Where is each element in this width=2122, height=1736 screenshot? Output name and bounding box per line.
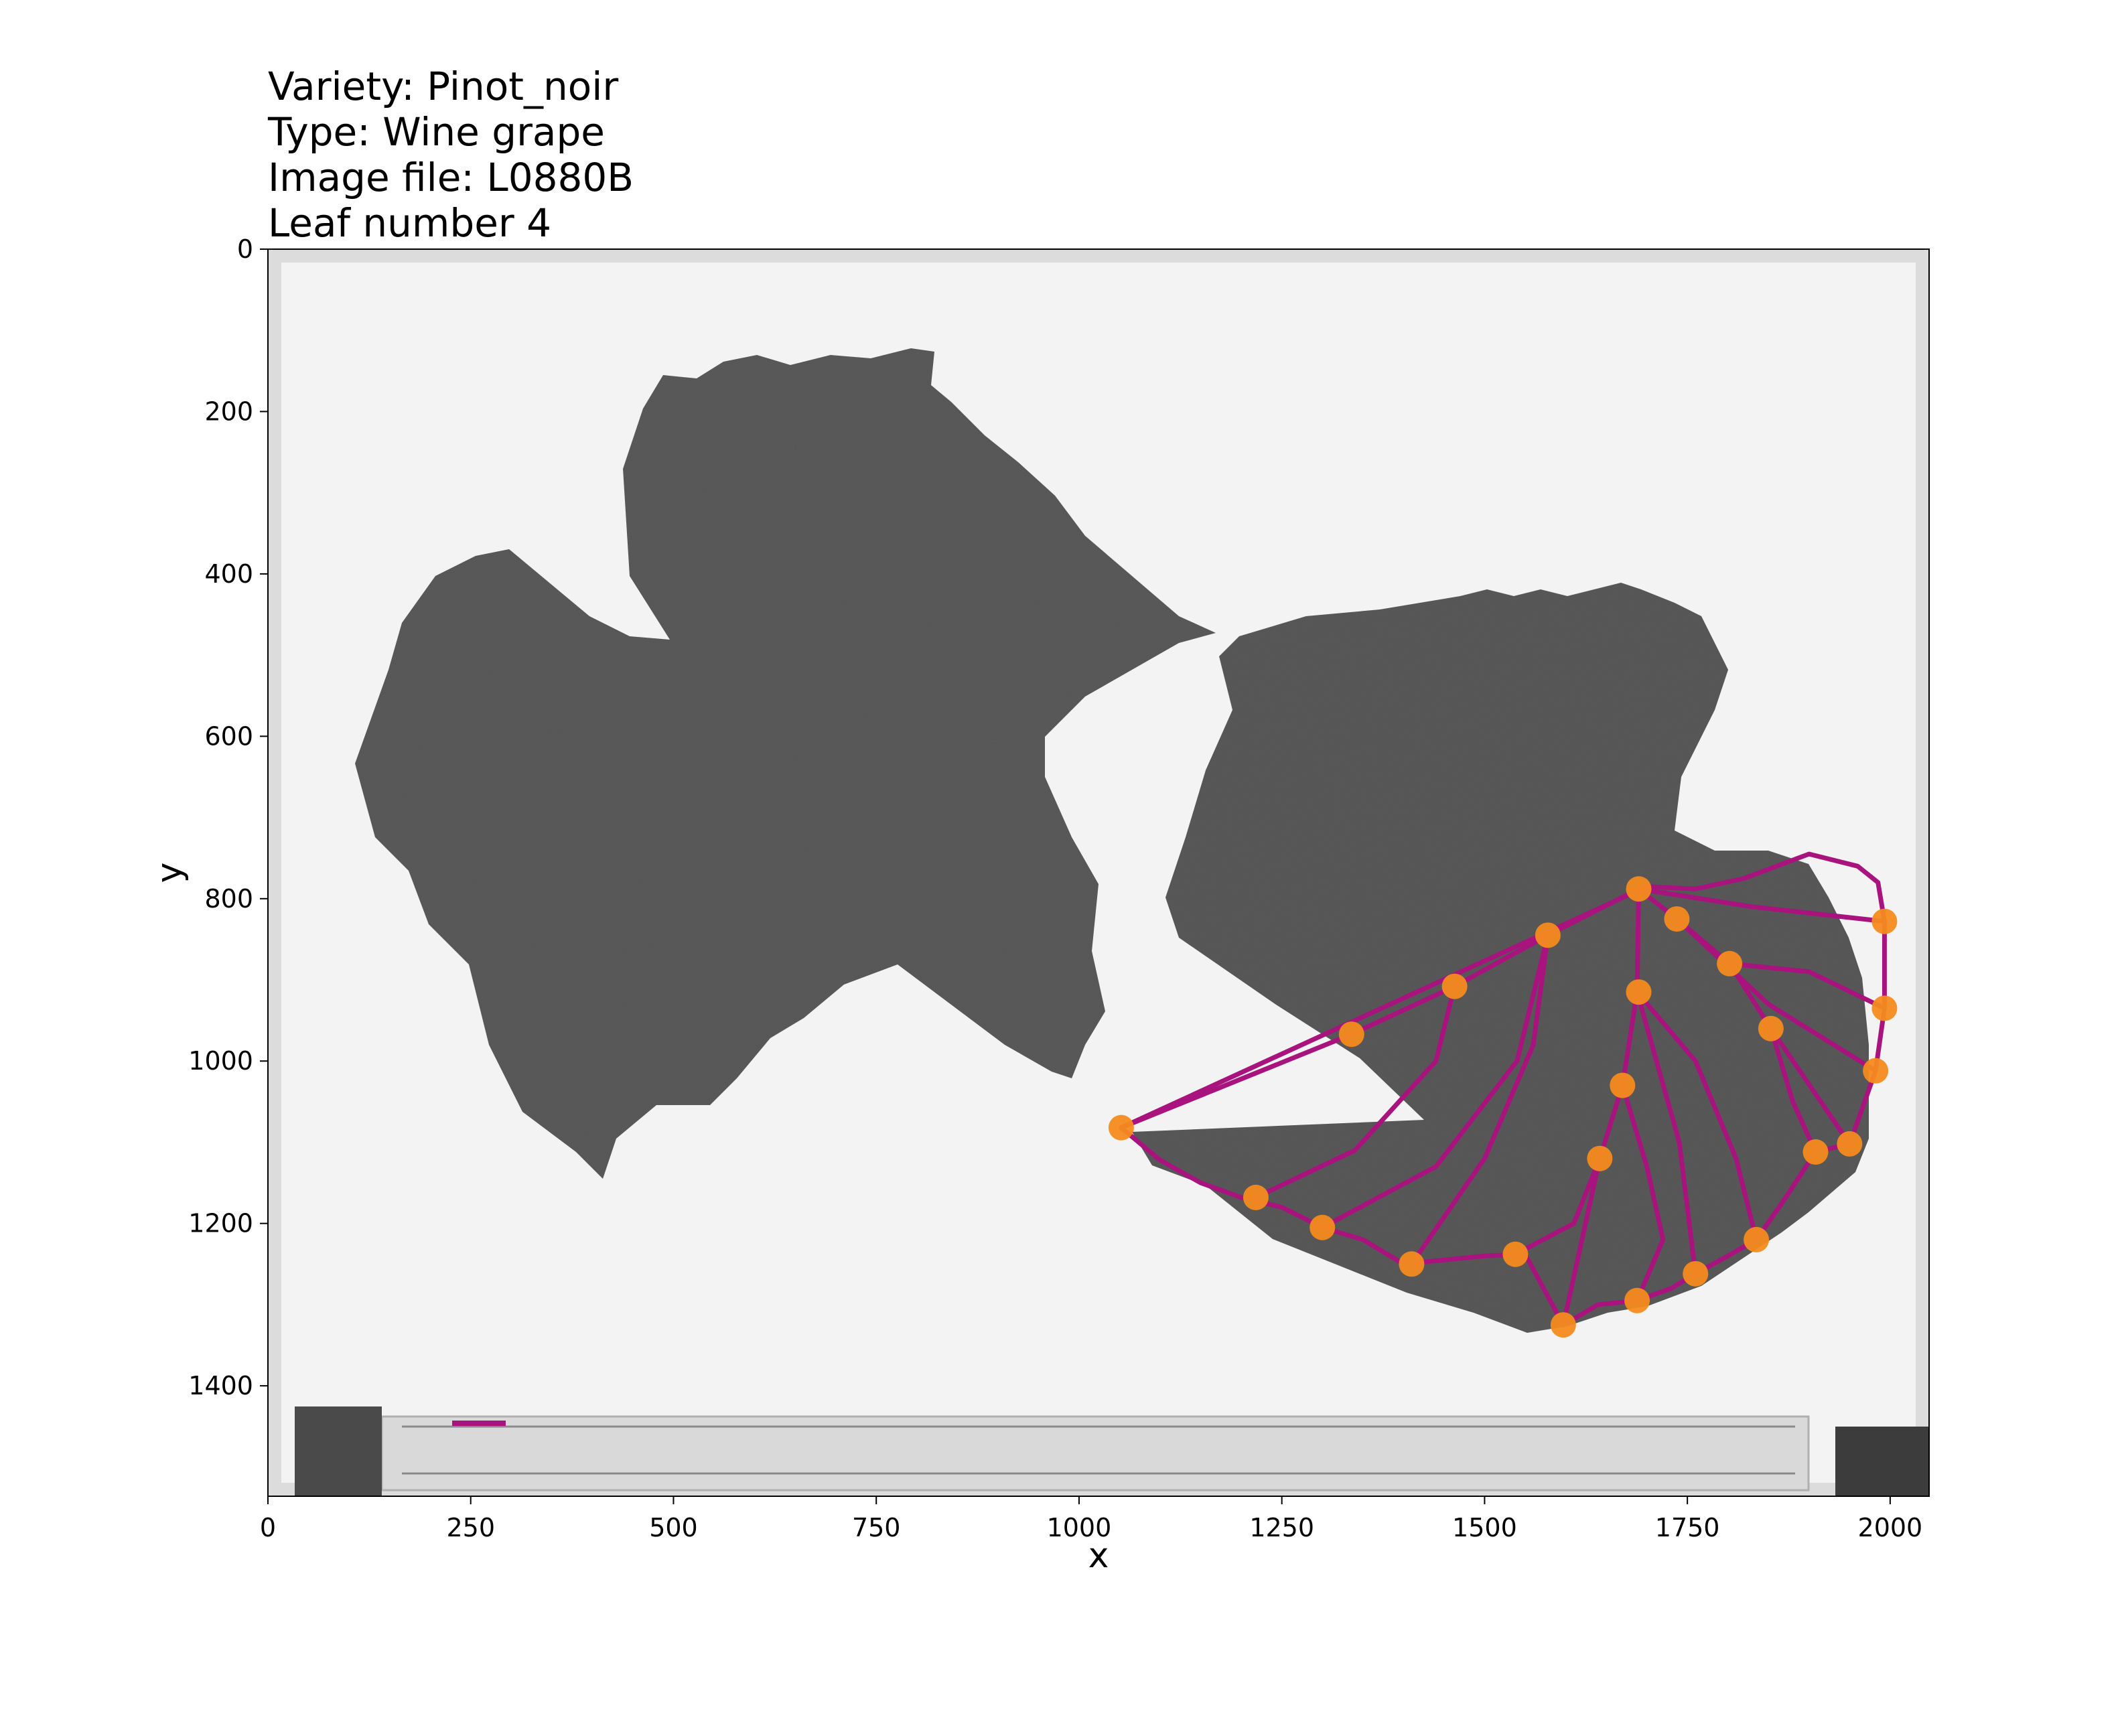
x-axis-label: x	[1088, 1536, 1109, 1576]
landmark-point	[1587, 1145, 1613, 1171]
y-tick-label: 600	[204, 721, 253, 751]
y-tick-label: 0	[237, 234, 253, 264]
landmark-point	[1758, 1015, 1784, 1041]
x-tick-label: 1500	[1452, 1513, 1517, 1542]
landmark-point	[1441, 973, 1468, 999]
y-tick-label: 400	[204, 559, 253, 589]
x-tick-label: 750	[852, 1513, 901, 1542]
vein-line-9	[1768, 1026, 1818, 1155]
midvein-line-3	[1636, 886, 1887, 924]
y-axis-label: y	[149, 863, 190, 883]
x-tick-label: 500	[649, 1513, 698, 1542]
ruler	[380, 1415, 1810, 1492]
landmark-point	[1108, 1114, 1134, 1141]
title-line-leaf-number: Leaf number 4	[268, 200, 552, 246]
vein-line-2	[1409, 932, 1551, 1267]
x-tick-label: 1000	[1047, 1513, 1112, 1542]
axes-frame	[267, 248, 1930, 1497]
x-tick-label: 1250	[1249, 1513, 1314, 1542]
title-line-type: Type: Wine grape	[268, 109, 605, 155]
vein-line-8	[1727, 961, 1887, 1011]
landmark-point	[1717, 950, 1743, 976]
landmark-point	[1310, 1214, 1336, 1240]
ruler-clip-left	[295, 1406, 382, 1496]
y-tick-label: 1200	[188, 1209, 253, 1238]
leaf-photo	[268, 249, 1929, 1496]
landmarks-layer	[1108, 876, 1898, 1338]
y-tick-label: 1400	[188, 1371, 253, 1400]
vein-line-5	[1634, 989, 1759, 1242]
landmark-point	[1502, 1241, 1529, 1267]
vein-line-7	[1674, 916, 1878, 1074]
landmark-point	[1664, 906, 1690, 932]
landmark-point	[1624, 1287, 1650, 1313]
vein-line-0	[1320, 932, 1551, 1230]
landmark-point	[1626, 876, 1652, 902]
landmark-point	[1243, 1184, 1269, 1210]
landmark-point	[1610, 1072, 1636, 1098]
x-tick-label: 1750	[1655, 1513, 1720, 1542]
landmark-point	[1626, 979, 1652, 1005]
right-leaf-silhouette	[1132, 583, 1869, 1333]
landmark-point	[1550, 1312, 1576, 1338]
left-leaf-silhouette	[355, 348, 1216, 1179]
landmark-point	[1871, 995, 1898, 1021]
landmark-point	[1535, 922, 1561, 948]
landmark-point	[1399, 1251, 1425, 1277]
y-tick-label: 1000	[188, 1046, 253, 1076]
y-axis: 0 200 400 600 800 1000 1200 1400	[188, 234, 268, 1400]
ruler-ticks	[402, 1425, 1795, 1475]
landmark-point	[1863, 1058, 1889, 1084]
title-line-variety: Variety: Pinot_noir	[268, 64, 619, 109]
vein-line-3	[1620, 1083, 1666, 1303]
x-tick-label: 2000	[1858, 1513, 1923, 1542]
title-line-image-file: Image file: L0880B	[268, 155, 634, 200]
landmark-point	[1802, 1139, 1829, 1165]
vein-line-6	[1512, 1156, 1602, 1257]
landmark-point	[1871, 908, 1898, 934]
vein-line-4	[1634, 989, 1698, 1277]
y-tick-label: 800	[204, 884, 253, 914]
vein-line-1	[1253, 984, 1458, 1200]
landmark-point	[1837, 1131, 1863, 1157]
landmark-point	[1338, 1021, 1364, 1047]
ruler-clip-right	[1835, 1427, 1929, 1496]
landmark-point	[1683, 1260, 1709, 1287]
y-tick-label: 200	[204, 396, 253, 426]
x-tick-label: 0	[260, 1513, 276, 1542]
x-axis: 0 250 500 750 1000 1250 1500 1750 2000	[260, 1496, 1922, 1542]
landmark-point	[1744, 1226, 1770, 1252]
x-tick-label: 250	[446, 1513, 495, 1542]
